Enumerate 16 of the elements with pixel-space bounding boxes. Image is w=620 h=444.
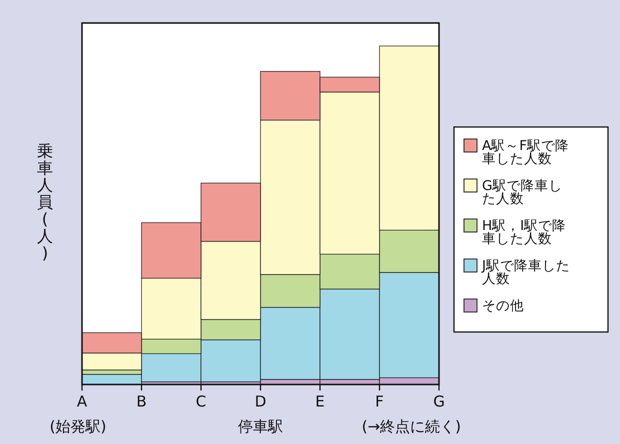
y-axis-title: 乗車人員(人) <box>37 141 53 262</box>
text: B <box>136 392 147 410</box>
text: G <box>433 392 445 410</box>
text: C <box>196 392 206 410</box>
text: E <box>315 392 325 410</box>
x-axis-title: 停車駅 <box>238 418 283 436</box>
text: (始発駅) <box>50 418 106 436</box>
legend-label: G駅で降車した人数 <box>482 178 562 207</box>
legend-label: H駅，I駅で降車した人数 <box>482 218 566 247</box>
text: (→終点に続く) <box>362 418 461 436</box>
text: A <box>76 392 88 410</box>
legend-label: A駅～F駅で降車した人数 <box>482 138 570 167</box>
text: D <box>254 392 266 410</box>
legend-label: J駅で降車した人数 <box>481 258 570 287</box>
legend-label: その他 <box>482 298 524 314</box>
text: F <box>375 392 384 410</box>
